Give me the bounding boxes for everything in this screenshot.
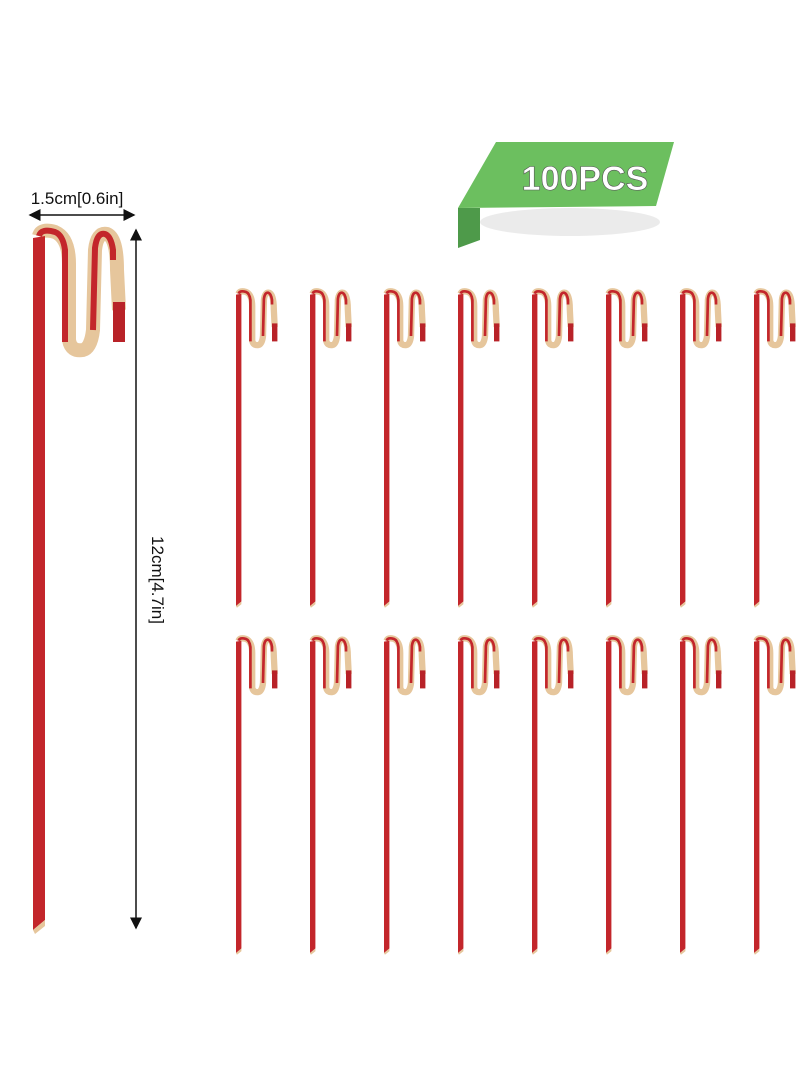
- badge: 100PCS: [458, 142, 674, 248]
- skewer: [754, 291, 795, 608]
- skewer-large: [33, 231, 125, 934]
- length-label: 12cm[4.7in]: [148, 536, 167, 624]
- skewer: [384, 291, 425, 608]
- skewer: [236, 638, 277, 955]
- skewer: [680, 638, 721, 955]
- width-label: 1.5cm[0.6in]: [31, 189, 124, 208]
- skewer: [458, 291, 499, 608]
- skewer: [606, 638, 647, 955]
- skewer: [680, 291, 721, 608]
- skewer: [754, 638, 795, 955]
- skewer: [532, 638, 573, 955]
- skewer: [458, 638, 499, 955]
- skewer-grid: [236, 291, 795, 955]
- badge-text: 100PCS: [522, 160, 649, 198]
- skewer: [532, 291, 573, 608]
- skewer: [236, 291, 277, 608]
- skewer: [384, 638, 425, 955]
- skewer: [310, 638, 351, 955]
- skewer: [310, 291, 351, 608]
- skewer: [606, 291, 647, 608]
